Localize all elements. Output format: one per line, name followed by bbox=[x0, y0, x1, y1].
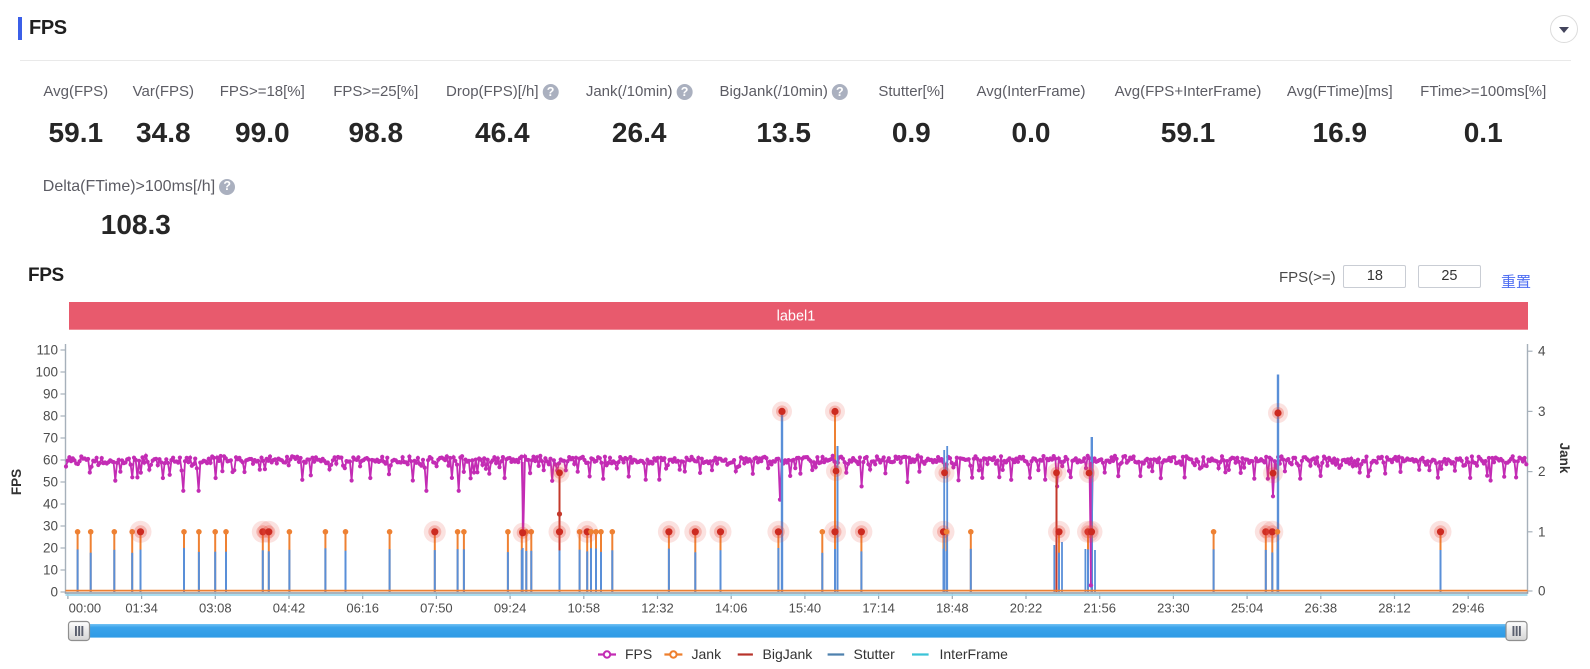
svg-text:3: 3 bbox=[1538, 404, 1546, 419]
svg-text:90: 90 bbox=[43, 387, 58, 402]
svg-text:12:32: 12:32 bbox=[641, 601, 674, 616]
svg-text:label1: label1 bbox=[777, 309, 816, 325]
svg-text:18:48: 18:48 bbox=[936, 601, 969, 616]
svg-text:1: 1 bbox=[1538, 524, 1546, 539]
svg-text:00:00: 00:00 bbox=[69, 601, 102, 616]
svg-text:2: 2 bbox=[1538, 464, 1546, 479]
svg-text:80: 80 bbox=[43, 409, 58, 424]
svg-text:BigJank: BigJank bbox=[763, 646, 814, 662]
svg-text:70: 70 bbox=[43, 431, 58, 446]
svg-text:Jank: Jank bbox=[1557, 443, 1572, 474]
svg-text:50: 50 bbox=[43, 475, 58, 490]
svg-text:20: 20 bbox=[43, 541, 58, 556]
svg-text:30: 30 bbox=[43, 519, 58, 534]
svg-text:28:12: 28:12 bbox=[1378, 601, 1411, 616]
svg-text:110: 110 bbox=[36, 343, 58, 358]
svg-text:FPS: FPS bbox=[9, 469, 24, 495]
svg-text:03:08: 03:08 bbox=[199, 601, 232, 616]
svg-text:25:04: 25:04 bbox=[1231, 601, 1264, 616]
svg-text:FPS: FPS bbox=[625, 646, 652, 662]
svg-text:29:46: 29:46 bbox=[1452, 601, 1485, 616]
svg-text:06:16: 06:16 bbox=[346, 601, 379, 616]
svg-text:15:40: 15:40 bbox=[789, 601, 822, 616]
svg-text:10:58: 10:58 bbox=[568, 601, 601, 616]
svg-text:60: 60 bbox=[43, 453, 58, 468]
svg-text:Stutter: Stutter bbox=[854, 646, 896, 662]
svg-text:09:24: 09:24 bbox=[494, 601, 527, 616]
svg-text:23:30: 23:30 bbox=[1157, 601, 1190, 616]
svg-text:20:22: 20:22 bbox=[1010, 601, 1043, 616]
svg-text:0: 0 bbox=[50, 585, 58, 600]
svg-text:0: 0 bbox=[1538, 584, 1546, 599]
svg-text:4: 4 bbox=[1538, 344, 1546, 359]
svg-text:10: 10 bbox=[43, 563, 58, 578]
svg-text:26:38: 26:38 bbox=[1305, 601, 1338, 616]
svg-text:40: 40 bbox=[43, 497, 58, 512]
svg-text:01:34: 01:34 bbox=[125, 601, 158, 616]
svg-text:14:06: 14:06 bbox=[715, 601, 748, 616]
svg-text:07:50: 07:50 bbox=[420, 601, 453, 616]
svg-text:InterFrame: InterFrame bbox=[940, 646, 1009, 662]
svg-text:04:42: 04:42 bbox=[273, 601, 306, 616]
svg-text:21:56: 21:56 bbox=[1083, 601, 1116, 616]
svg-text:100: 100 bbox=[35, 365, 58, 380]
svg-text:Jank: Jank bbox=[692, 646, 723, 662]
svg-text:17:14: 17:14 bbox=[862, 601, 895, 616]
